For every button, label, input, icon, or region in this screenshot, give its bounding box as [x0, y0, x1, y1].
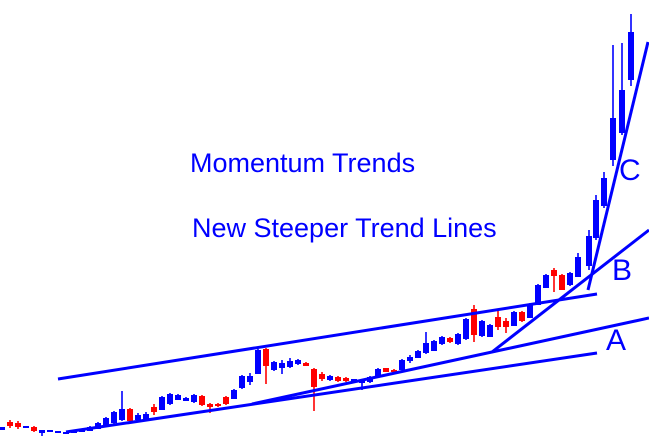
candle-body-down: [7, 422, 13, 426]
candle-body-down: [519, 312, 525, 321]
candle-body-up: [39, 430, 45, 433]
candle-body-down: [207, 404, 213, 407]
candle-body-up: [255, 350, 261, 374]
candle-body-down: [263, 349, 269, 366]
candle-body-up: [455, 334, 461, 344]
candle-body-up: [135, 415, 141, 420]
candle-body-up: [423, 343, 429, 353]
trendline-channel-upper: [57, 292, 598, 381]
candle-body-up: [593, 200, 599, 238]
candle-body-up: [247, 376, 253, 382]
candle-body-down: [559, 275, 565, 290]
trendline-label-b: B: [612, 254, 633, 287]
candle-body-down: [343, 378, 349, 381]
candle-body-up: [0, 427, 5, 430]
candle-body-up: [567, 273, 573, 285]
candle-body-up: [111, 412, 117, 423]
candle-body-down: [15, 423, 21, 427]
trendline-trend-a: [251, 316, 649, 406]
candle-body-down: [391, 370, 397, 372]
candle-body-up: [103, 418, 109, 426]
candle-body-up: [439, 337, 445, 344]
candle-body-up: [191, 395, 197, 402]
candle-body-up: [575, 257, 581, 277]
candle-body-up: [159, 397, 165, 410]
candle-body-down: [551, 270, 557, 276]
candle-body-up: [183, 398, 189, 401]
trendline-trend-b: [491, 228, 649, 354]
candle-body-up: [415, 351, 421, 358]
candle-body-up: [511, 312, 517, 326]
candle-body-down: [495, 317, 501, 327]
candle-body-up: [601, 178, 607, 206]
candle-body-up: [586, 236, 592, 266]
candle-body-down: [127, 409, 133, 421]
candle-body-down: [151, 407, 157, 412]
candle-body-down: [319, 374, 325, 379]
candle-body-up: [63, 432, 69, 434]
trendline-trend-c: [586, 41, 649, 291]
candle-body-down: [311, 369, 317, 387]
candle-body-up: [463, 319, 469, 339]
candle-body-up: [535, 285, 541, 305]
candle-body-down: [383, 368, 389, 372]
candle-body-up: [327, 376, 333, 380]
candle-body-up: [487, 325, 493, 337]
candle-body-up: [271, 362, 277, 370]
candle-body-up: [295, 360, 301, 364]
candle-body-up: [287, 361, 293, 367]
candle-body-down: [223, 397, 229, 404]
candle-body-up: [55, 431, 61, 433]
candle-body-down: [215, 404, 221, 406]
candle-body-up: [231, 390, 237, 399]
candle-body-down: [303, 363, 309, 366]
candle-body-up: [119, 409, 125, 420]
candle-body-up: [143, 414, 149, 421]
candle-body-up: [619, 90, 625, 133]
candle-body-up: [628, 32, 634, 80]
candle-body-up: [610, 118, 616, 160]
candle-body-up: [407, 357, 413, 361]
candle-body-down: [199, 396, 205, 405]
trendline-label-a: A: [606, 324, 627, 357]
candle-body-up: [543, 275, 549, 288]
candle-body-up: [479, 321, 485, 336]
candle-body-up: [239, 376, 245, 388]
candle-body-down: [503, 321, 509, 327]
candle-body-down: [447, 338, 453, 342]
annotation-new-steeper-trend-lines: New Steeper Trend Lines: [192, 213, 497, 243]
candle-body-up: [167, 394, 173, 404]
candle-body-up: [399, 360, 405, 370]
candle-body-up: [527, 304, 533, 318]
annotation-momentum-trends: Momentum Trends: [190, 148, 416, 178]
candle-body-up: [175, 395, 181, 400]
trendline-label-c: C: [619, 154, 641, 187]
candle-body-down: [335, 377, 341, 381]
candle-body-up: [431, 341, 437, 351]
candle-body-up: [279, 363, 285, 368]
candle-body-up: [375, 369, 381, 377]
candle-body-down: [31, 427, 37, 431]
candle-body-up: [23, 426, 29, 428]
candle-body-down: [471, 309, 477, 335]
trendline-channel-lower: [65, 351, 598, 434]
candle-body-up: [47, 430, 53, 432]
